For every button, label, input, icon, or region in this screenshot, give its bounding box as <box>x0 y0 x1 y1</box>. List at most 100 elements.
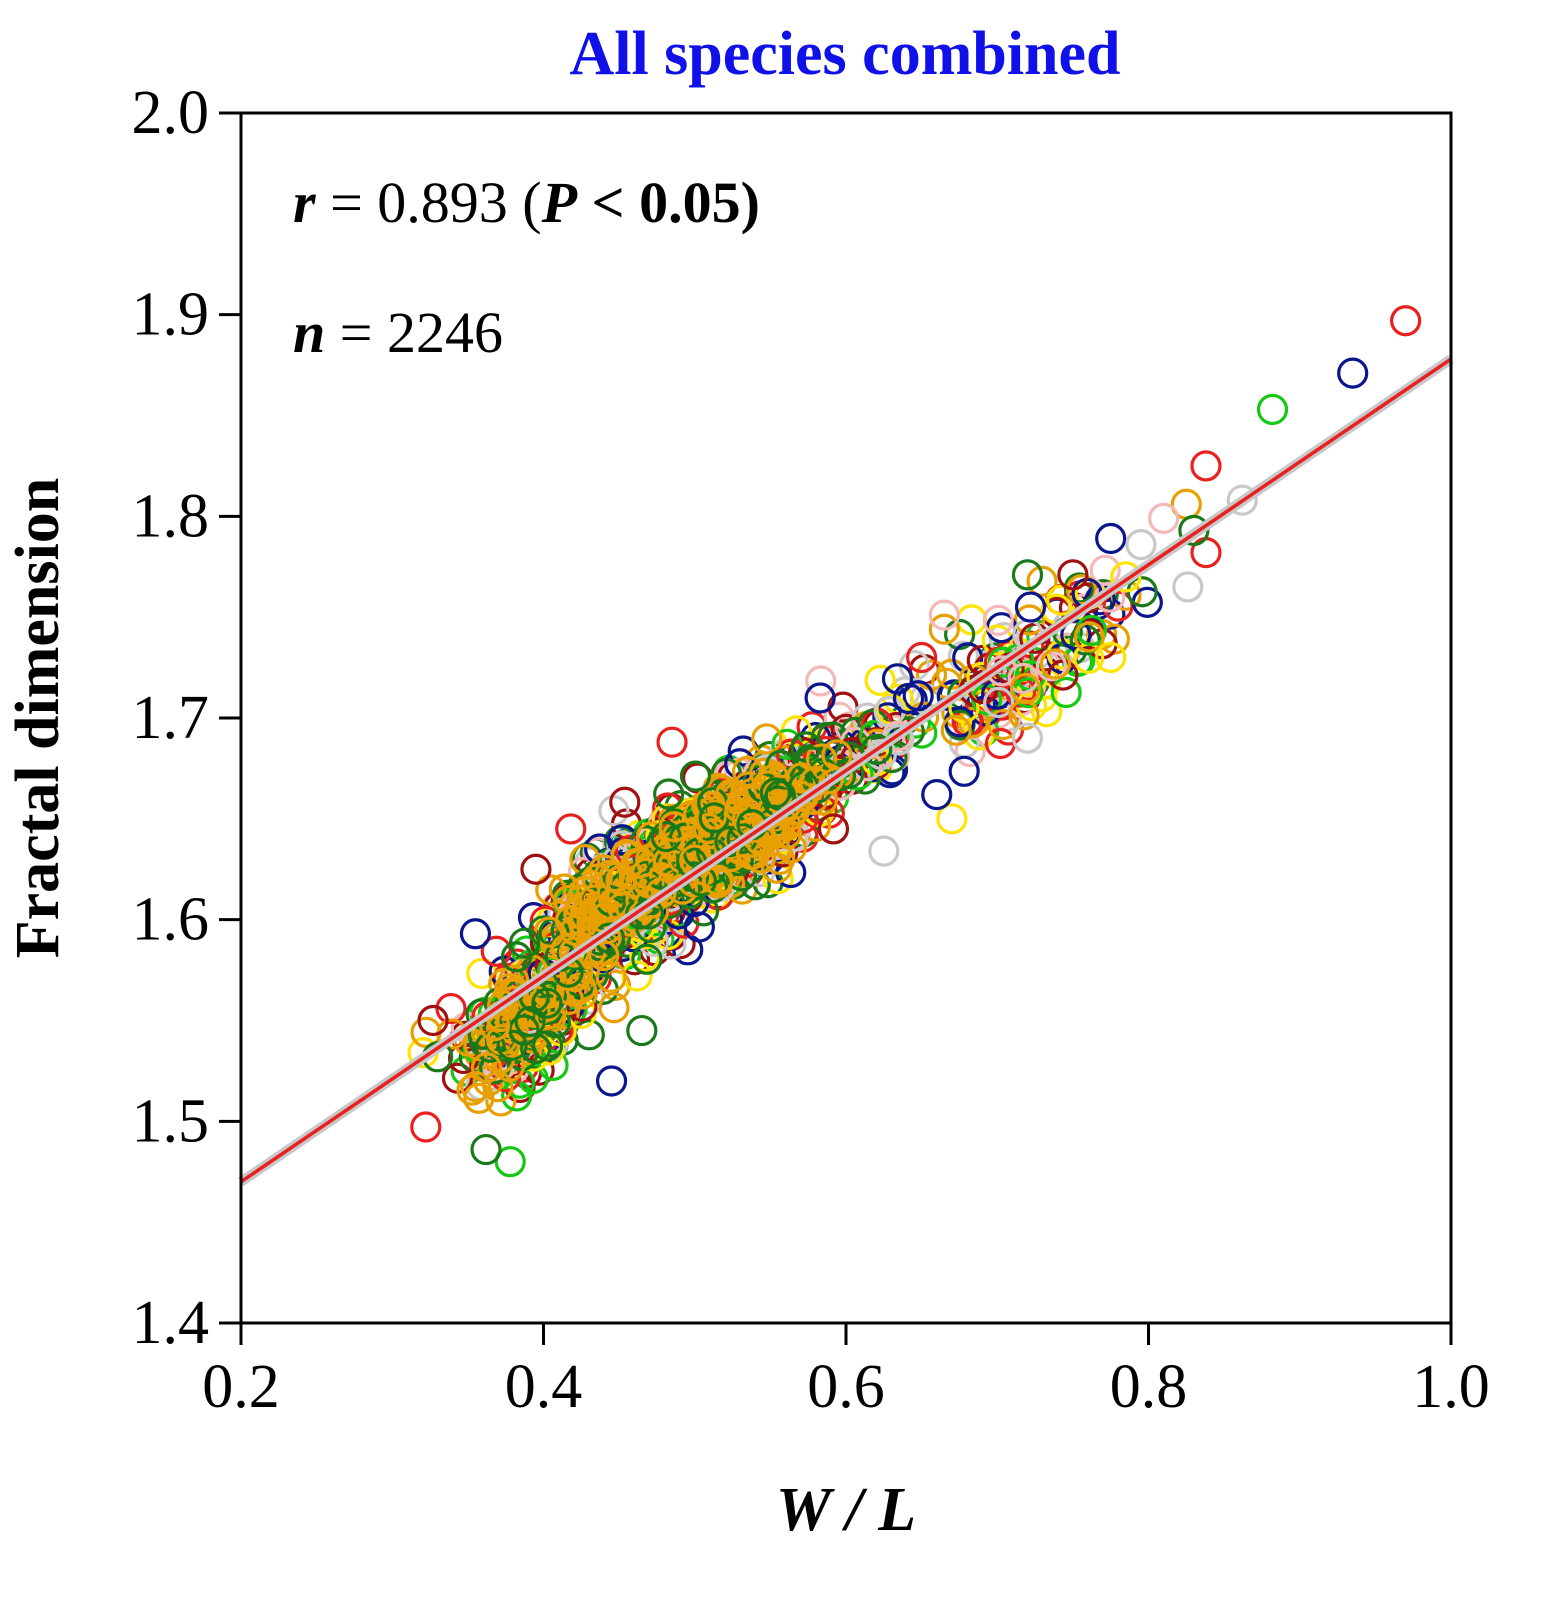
data-point <box>861 733 893 765</box>
data-point <box>656 726 688 758</box>
data-point <box>459 918 492 950</box>
data-point <box>595 961 627 993</box>
data-point <box>679 760 712 792</box>
data-point <box>940 714 972 746</box>
data-point <box>508 1014 540 1046</box>
data-point <box>936 803 968 835</box>
y-tick-label: 1.7 <box>132 684 210 752</box>
data-point <box>983 686 1015 719</box>
data-point <box>759 777 791 809</box>
data-point <box>508 927 541 959</box>
r-symbol: r <box>293 170 316 235</box>
data-point <box>1172 571 1204 603</box>
data-point <box>588 939 620 972</box>
data-point <box>598 795 630 827</box>
data-point <box>1014 591 1047 623</box>
data-point <box>494 1146 526 1178</box>
x-tick-label: 0.8 <box>1110 1353 1188 1421</box>
data-point <box>555 813 587 845</box>
data-point <box>598 861 630 893</box>
data-point <box>892 682 925 715</box>
data-point <box>868 835 900 867</box>
data-point <box>702 864 734 896</box>
data-point <box>1011 559 1044 591</box>
data-point <box>410 1111 442 1143</box>
data-point <box>533 977 565 1009</box>
data-point <box>1102 590 1134 622</box>
regression-line <box>240 357 1452 1184</box>
data-point <box>482 1071 514 1103</box>
data-point <box>625 847 657 879</box>
data-point <box>817 813 850 845</box>
data-point <box>1039 648 1072 680</box>
data-point <box>928 613 960 645</box>
data-point <box>1125 528 1157 561</box>
data-point <box>531 1030 564 1062</box>
y-axis: 1.4 1.5 1.6 1.7 1.8 1.9 2.0 <box>132 79 241 1357</box>
data-point <box>1190 450 1222 482</box>
r-value: = 0.893 ( <box>316 170 542 235</box>
data-point <box>1060 619 1092 651</box>
regression-line-group <box>238 354 1454 1186</box>
data-point <box>948 755 980 787</box>
data-point <box>864 664 896 697</box>
data-point <box>1065 574 1098 606</box>
data-point <box>1178 514 1210 547</box>
y-tick-label: 1.4 <box>132 1289 210 1357</box>
data-point <box>1095 522 1127 555</box>
data-point <box>559 960 591 993</box>
data-point <box>982 604 1014 636</box>
data-point <box>881 663 914 695</box>
y-tick-label: 1.5 <box>132 1087 210 1155</box>
y-tick-label: 2.0 <box>132 79 210 147</box>
data-point <box>1256 393 1289 426</box>
correlation-annotation: r = 0.893 (P < 0.05) <box>293 170 760 235</box>
n-symbol: n <box>293 300 325 365</box>
data-point <box>761 852 793 884</box>
data-point <box>653 778 685 810</box>
data-point <box>631 943 663 975</box>
data-point <box>658 811 690 843</box>
x-tick-label: 0.4 <box>505 1353 583 1421</box>
data-point <box>621 960 653 992</box>
data-point <box>928 599 960 631</box>
data-point <box>1013 604 1046 636</box>
data-point <box>609 786 641 818</box>
data-point <box>1009 673 1042 705</box>
data-point <box>460 1071 492 1103</box>
y-axis-label: Fractal dimension <box>4 478 72 958</box>
data-point <box>634 887 666 920</box>
data-point <box>470 1133 502 1166</box>
data-point <box>1073 621 1105 653</box>
data-point <box>470 1052 503 1084</box>
x-tick-label: 0.6 <box>807 1353 885 1421</box>
y-tick-label: 1.8 <box>132 482 210 550</box>
data-point <box>954 735 986 768</box>
data-point <box>821 739 853 771</box>
data-point <box>535 874 567 906</box>
data-point <box>567 906 599 938</box>
data-point <box>514 1005 546 1038</box>
data-point <box>751 723 783 755</box>
data-point <box>520 853 552 885</box>
data-point <box>1031 696 1063 728</box>
data-point <box>480 935 512 967</box>
data-point <box>569 875 601 908</box>
data-point <box>501 1080 533 1112</box>
data-point <box>804 682 836 714</box>
x-tick-label: 1.0 <box>1412 1353 1490 1421</box>
data-point <box>944 618 976 651</box>
p-value: < 0.05) <box>577 170 760 235</box>
data-point <box>535 980 567 1013</box>
data-point <box>1110 561 1142 593</box>
data-point <box>906 641 938 674</box>
data-point <box>548 873 580 905</box>
data-point <box>1226 484 1258 516</box>
data-point <box>626 1014 658 1047</box>
data-point <box>1126 576 1158 608</box>
data-point <box>1337 357 1369 389</box>
y-tick-label: 1.9 <box>132 281 210 349</box>
data-point <box>1390 305 1422 337</box>
data-point <box>1026 565 1058 597</box>
